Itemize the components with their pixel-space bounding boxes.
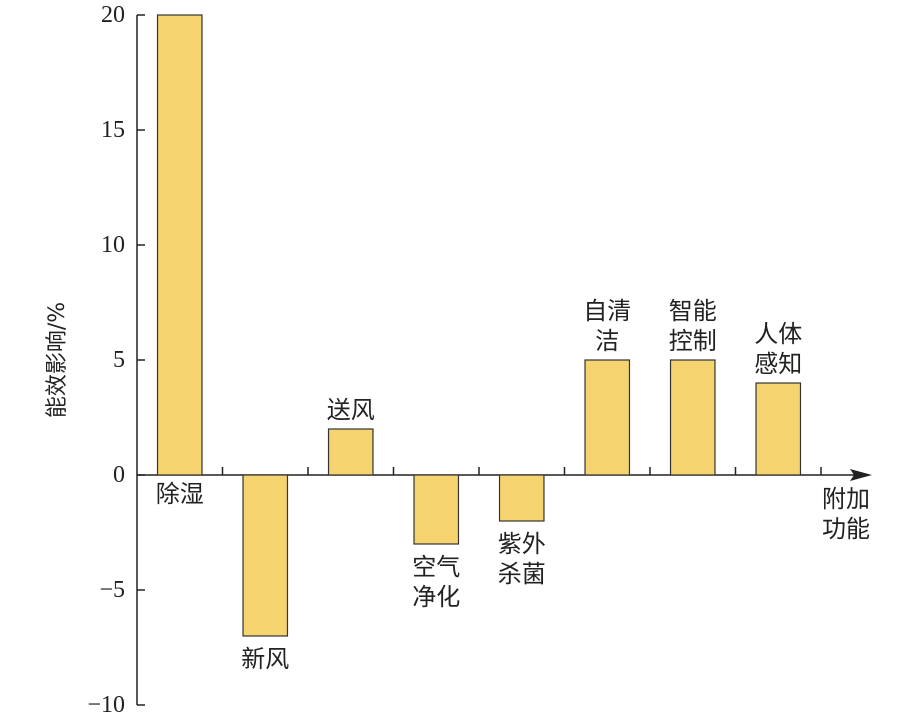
category-label: 紫外 杀菌: [497, 530, 546, 588]
y-tick-label: −5: [99, 577, 125, 603]
y-tick-label: 5: [113, 347, 125, 373]
category-label: 智能 控制: [668, 297, 717, 355]
category-label: 除湿: [155, 480, 204, 508]
y-tick-label: 20: [101, 2, 125, 28]
bar: [498, 474, 545, 522]
bar: [242, 474, 289, 637]
y-tick-label: 15: [101, 117, 125, 143]
y-tick-label: −10: [87, 692, 125, 718]
y-tick-label: 0: [113, 462, 125, 488]
category-label: 新风: [241, 645, 290, 673]
category-label: 送风: [326, 396, 375, 424]
bar: [584, 359, 631, 476]
bar: [413, 474, 460, 545]
bar: [755, 382, 802, 476]
bar: [327, 428, 374, 476]
bar: [669, 359, 716, 476]
category-label: 人体 感知: [754, 320, 803, 378]
x-axis-arrow: [850, 469, 872, 481]
x-axis-label: 附加 功能: [822, 485, 870, 543]
category-label: 空气 净化: [412, 553, 461, 611]
bar: [156, 14, 203, 476]
category-label: 自清 洁: [583, 297, 632, 355]
y-tick-label: 10: [101, 232, 125, 258]
